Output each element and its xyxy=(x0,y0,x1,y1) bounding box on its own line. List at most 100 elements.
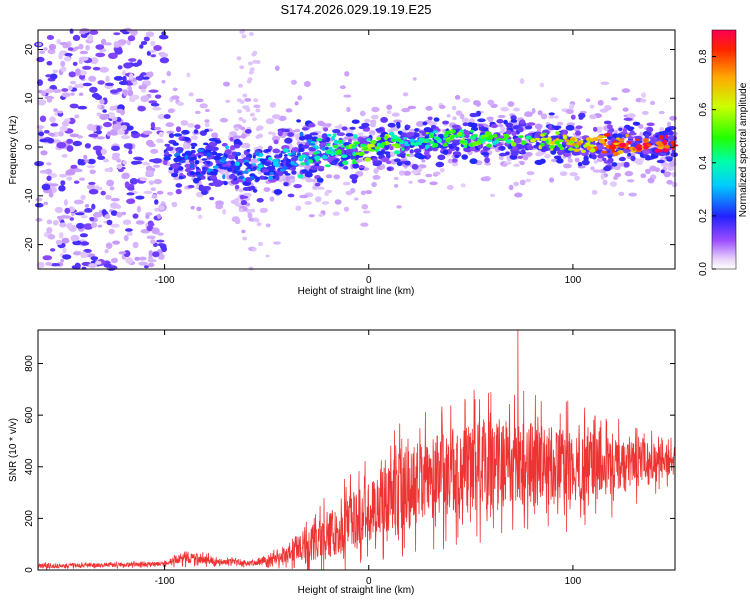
spectrogram-point xyxy=(294,133,301,139)
spectrogram-point xyxy=(72,34,81,42)
spectrogram-point xyxy=(122,172,130,179)
spectrogram-point xyxy=(69,103,79,109)
spectrogram-point xyxy=(175,183,183,188)
spectrogram-point xyxy=(265,254,270,258)
spectrogram-point xyxy=(126,198,136,205)
spectrogram-ridge xyxy=(172,129,679,186)
spectrogram-point xyxy=(163,114,171,119)
spectrogram-point xyxy=(592,169,602,173)
spectrogram-point xyxy=(193,129,199,134)
spectrogram-point xyxy=(333,159,339,163)
spectrogram-point xyxy=(421,159,426,163)
spectrogram-point xyxy=(148,180,154,185)
spectrogram-point xyxy=(123,235,129,242)
spectrogram-point xyxy=(197,214,203,219)
spectrogram-ridge-point xyxy=(215,163,223,166)
spectrogram-ridge-point xyxy=(189,164,195,169)
spectrogram-point xyxy=(262,169,270,173)
spectrogram-point xyxy=(301,144,310,149)
spectrogram-point xyxy=(88,263,98,269)
spectrogram-point xyxy=(153,178,163,185)
spectrogram-point xyxy=(405,132,415,137)
spectrogram-point xyxy=(534,159,544,166)
spectrogram-point xyxy=(315,134,323,139)
spectrogram-ridge-point xyxy=(469,135,477,140)
spectrogram-point xyxy=(165,122,175,128)
spectrogram-ridge-point xyxy=(444,130,452,135)
spectrogram-point xyxy=(273,189,283,195)
spectrogram-point xyxy=(88,75,97,82)
spectrogram-y-ticks: -20 -10 0 10 20 xyxy=(24,44,675,252)
spectrogram-point xyxy=(56,142,67,149)
spectrogram-point xyxy=(315,165,325,169)
spectrogram-point xyxy=(116,108,124,114)
spectrogram-point xyxy=(188,92,194,97)
spectrogram-point xyxy=(66,222,73,230)
y-tick-label: 200 xyxy=(24,510,35,527)
spectrogram-point xyxy=(361,204,369,210)
spectrogram-point xyxy=(314,182,321,187)
spectrogram-point xyxy=(70,92,75,96)
spectrogram-point xyxy=(336,132,345,137)
spectrogram-point xyxy=(387,122,396,128)
spectrogram-point xyxy=(116,211,123,218)
spectrogram-point xyxy=(640,98,647,103)
spectrogram-point xyxy=(559,171,568,177)
spectrogram-point xyxy=(240,200,248,206)
spectrogram-ridge-point xyxy=(619,142,626,148)
spectrogram-point xyxy=(92,125,98,132)
spectrogram-point xyxy=(248,32,254,36)
spectrogram-point xyxy=(75,68,81,75)
spectrogram-ridge-point xyxy=(327,133,332,137)
spectrogram-point xyxy=(145,169,155,177)
spectrogram-point xyxy=(548,112,555,116)
spectrogram-point xyxy=(39,50,45,54)
spectrogram-point xyxy=(95,52,106,58)
spectrogram-point xyxy=(505,129,512,135)
spectrogram-point xyxy=(132,241,139,249)
spectrogram-point xyxy=(524,152,533,157)
spectrogram-ridge-point xyxy=(585,142,591,146)
spectrogram-point xyxy=(242,186,250,191)
spectrogram-ridge-point xyxy=(521,140,527,145)
spectrogram-point xyxy=(299,135,306,141)
spectrogram-point xyxy=(148,100,158,104)
chart-title: S174.2026.029.19.19.E25 xyxy=(280,2,431,17)
spectrogram-ridge-point xyxy=(503,134,510,139)
spectrogram-point xyxy=(194,160,200,165)
spectrogram-point xyxy=(371,181,377,188)
spectrogram-ridge-point xyxy=(472,141,478,146)
spectrogram-point xyxy=(35,197,43,202)
spectrogram-ridge-point xyxy=(201,158,208,161)
spectrogram-point xyxy=(59,125,68,132)
spectrogram-ridge-point xyxy=(605,144,611,150)
spectrogram-point xyxy=(70,234,80,242)
spectrogram-point xyxy=(544,153,551,159)
spectrogram-point xyxy=(480,176,489,182)
x-tick-label: 0 xyxy=(366,275,372,286)
spectrogram-point xyxy=(173,133,182,137)
spectrogram-point xyxy=(432,147,438,152)
spectrogram-point xyxy=(371,106,380,113)
spectrogram-ridge-point xyxy=(352,151,356,155)
spectrogram-point xyxy=(348,138,352,143)
spectrogram-point xyxy=(259,207,268,213)
spectrogram-point xyxy=(269,196,275,202)
spectrogram-point xyxy=(358,125,367,130)
spectrogram-point xyxy=(264,161,272,167)
spectrogram-point xyxy=(44,95,55,100)
spectrogram-point xyxy=(94,94,103,101)
spectrogram-point xyxy=(360,190,366,196)
spectrogram-point xyxy=(442,149,449,155)
spectrogram-point xyxy=(208,142,218,147)
spectrogram-point xyxy=(204,119,210,123)
spectrogram-point xyxy=(305,177,313,183)
spectrogram-point xyxy=(61,154,68,158)
spectrogram-point xyxy=(343,166,349,170)
spectrogram-point xyxy=(552,125,562,129)
spectrogram-point xyxy=(196,206,202,212)
spectrogram-point xyxy=(45,261,53,266)
spectrogram-ridge-point xyxy=(230,160,235,166)
spectrogram-point xyxy=(332,211,340,216)
spectrogram-point xyxy=(83,154,88,160)
